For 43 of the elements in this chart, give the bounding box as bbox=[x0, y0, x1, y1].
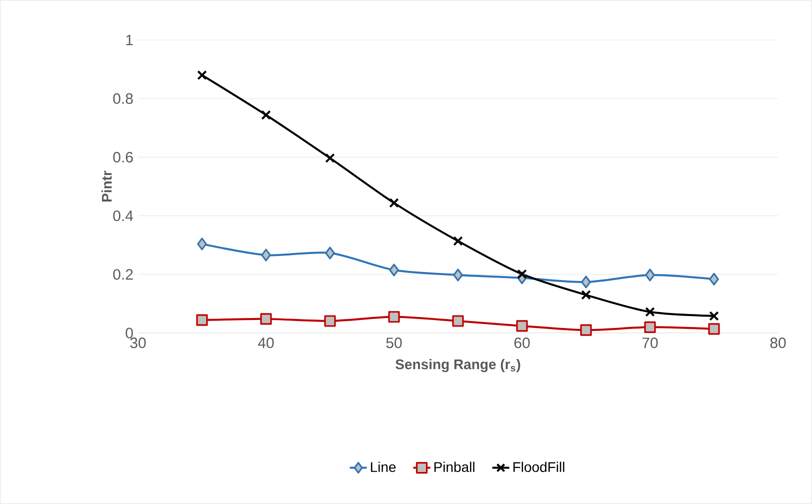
point bbox=[645, 268, 655, 282]
point bbox=[517, 269, 527, 279]
point bbox=[324, 315, 336, 327]
point bbox=[261, 110, 271, 120]
point bbox=[581, 276, 591, 288]
y-tick-label: 0.6 bbox=[113, 152, 133, 163]
point bbox=[453, 268, 463, 282]
y-tick-label: 0 bbox=[126, 328, 133, 338]
point bbox=[261, 248, 271, 262]
x-tick-label: 40 bbox=[258, 338, 274, 348]
x-tick-label: 30 bbox=[130, 338, 146, 348]
y-axis-title: Pintr bbox=[101, 170, 112, 202]
legend-label: Line bbox=[370, 462, 396, 472]
point bbox=[452, 315, 464, 327]
x-tick-label: 80 bbox=[770, 338, 786, 348]
y-tick-label: 0.2 bbox=[113, 269, 133, 280]
point bbox=[453, 236, 463, 246]
point bbox=[388, 311, 400, 323]
y-tick-label: 1 bbox=[126, 34, 133, 46]
x-axis-title: Sensing Range (r$_{s}$) bbox=[396, 359, 520, 372]
point bbox=[581, 290, 591, 300]
point bbox=[389, 264, 399, 276]
x-tick-label: 70 bbox=[642, 338, 658, 348]
point bbox=[709, 272, 719, 286]
x-tick-label: 60 bbox=[514, 338, 530, 348]
y-tick-label: 0.8 bbox=[113, 93, 133, 104]
point bbox=[516, 320, 528, 332]
y-tick-label: 0.4 bbox=[113, 210, 134, 222]
point bbox=[260, 313, 272, 325]
point bbox=[645, 307, 655, 317]
point bbox=[197, 238, 207, 250]
point bbox=[644, 321, 656, 333]
point bbox=[325, 246, 335, 260]
point bbox=[197, 70, 207, 80]
legend-label: Pinball bbox=[434, 462, 474, 472]
point bbox=[389, 198, 399, 208]
point bbox=[196, 314, 208, 326]
point bbox=[580, 324, 592, 336]
point bbox=[325, 153, 335, 163]
x-tick-label: 50 bbox=[386, 338, 402, 348]
point bbox=[708, 323, 720, 335]
point bbox=[709, 311, 719, 321]
legend-label: FloodFill bbox=[513, 462, 564, 472]
